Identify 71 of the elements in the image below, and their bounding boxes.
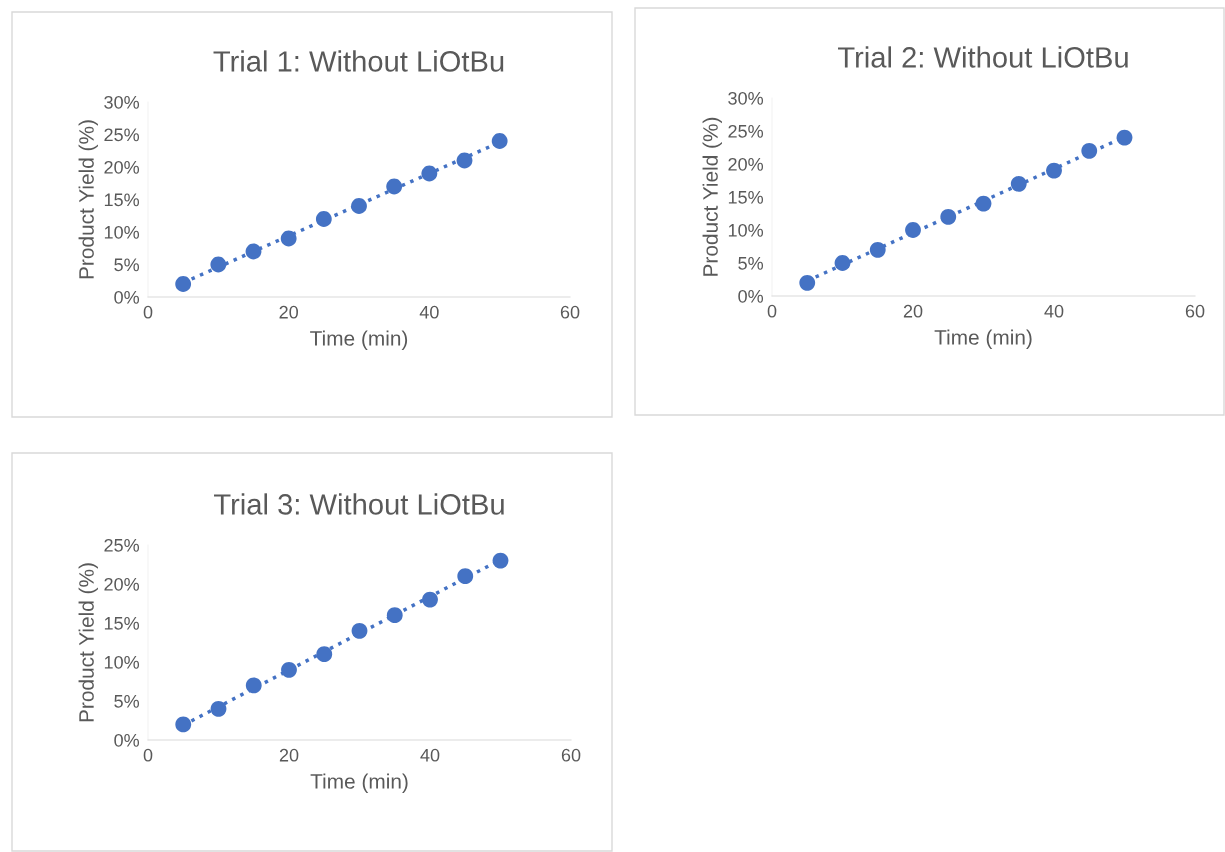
y-tick-label: 5%: [114, 258, 140, 272]
chart-title: Trial 1: Without LiOtBu: [213, 50, 504, 72]
point: [351, 622, 368, 639]
y-axis-title: Product Yield (%): [78, 120, 98, 279]
point: [386, 178, 403, 195]
y-tick-label: 0%: [114, 733, 140, 747]
y-tick-label: 5%: [114, 695, 140, 708]
y-axis-title: Product Yield (%): [702, 117, 722, 276]
y-tick-label: 30%: [728, 91, 764, 105]
point: [940, 208, 957, 225]
y-tick-label: 15%: [728, 191, 764, 204]
point: [1081, 142, 1098, 159]
y-tick-label: 10%: [728, 223, 764, 237]
chart-title: Trial 3: Without LiOtBu: [214, 493, 504, 515]
point: [905, 222, 921, 238]
x-axis-title: Time (min): [310, 773, 408, 793]
y-tick-label: 0%: [738, 289, 764, 303]
y-tick-label: 15%: [104, 617, 140, 630]
point: [492, 552, 509, 569]
point: [456, 152, 473, 169]
x-tick-label: 40: [419, 305, 439, 319]
point: [175, 716, 192, 733]
point: [421, 165, 438, 182]
x-axis-title: Time (min): [310, 330, 408, 350]
point: [315, 211, 332, 227]
point: [834, 255, 851, 271]
x-tick-label: 40: [420, 748, 440, 762]
point: [210, 700, 227, 717]
y-tick-label: 20%: [104, 577, 140, 591]
point: [386, 607, 403, 624]
y-tick-label: 25%: [104, 128, 140, 142]
chart-title: Trial 2: Without LiOtBu: [838, 46, 1128, 68]
x-tick-label: 60: [561, 748, 581, 762]
point: [245, 243, 262, 260]
point: [1046, 162, 1062, 179]
point: [799, 274, 816, 291]
point: [422, 591, 438, 608]
x-tick-label: 60: [560, 305, 580, 319]
y-tick-label: 25%: [728, 124, 764, 138]
x-axis-title: Time (min): [934, 329, 1032, 349]
y-tick-label: 20%: [104, 160, 140, 174]
point: [316, 646, 333, 663]
point: [351, 198, 367, 214]
x-tick-label: 20: [279, 748, 299, 762]
x-tick-label: 20: [903, 304, 923, 318]
y-axis-title: Product Yield (%): [78, 563, 98, 722]
y-tick-label: 0%: [114, 290, 140, 304]
point: [1116, 129, 1133, 146]
point: [280, 230, 297, 247]
x-tick-label: 0: [143, 305, 153, 319]
x-tick-label: 0: [143, 748, 153, 762]
x-tick-label: 60: [1185, 304, 1205, 318]
point: [245, 677, 262, 694]
point: [210, 256, 227, 273]
y-tick-label: 10%: [104, 225, 140, 239]
y-tick-label: 30%: [104, 95, 140, 109]
x-tick-label: 0: [767, 304, 777, 318]
point: [175, 276, 192, 292]
y-tick-label: 25%: [104, 538, 140, 552]
x-tick-label: 20: [279, 305, 298, 319]
x-tick-label: 40: [1044, 304, 1064, 318]
y-tick-label: 10%: [104, 655, 140, 669]
y-tick-label: 20%: [728, 157, 764, 171]
y-tick-label: 15%: [104, 193, 140, 207]
point: [869, 241, 886, 258]
point: [491, 133, 508, 149]
point: [1010, 175, 1027, 192]
y-tick-label: 5%: [738, 257, 764, 270]
point: [975, 195, 992, 212]
point: [457, 568, 474, 585]
point: [281, 661, 297, 678]
